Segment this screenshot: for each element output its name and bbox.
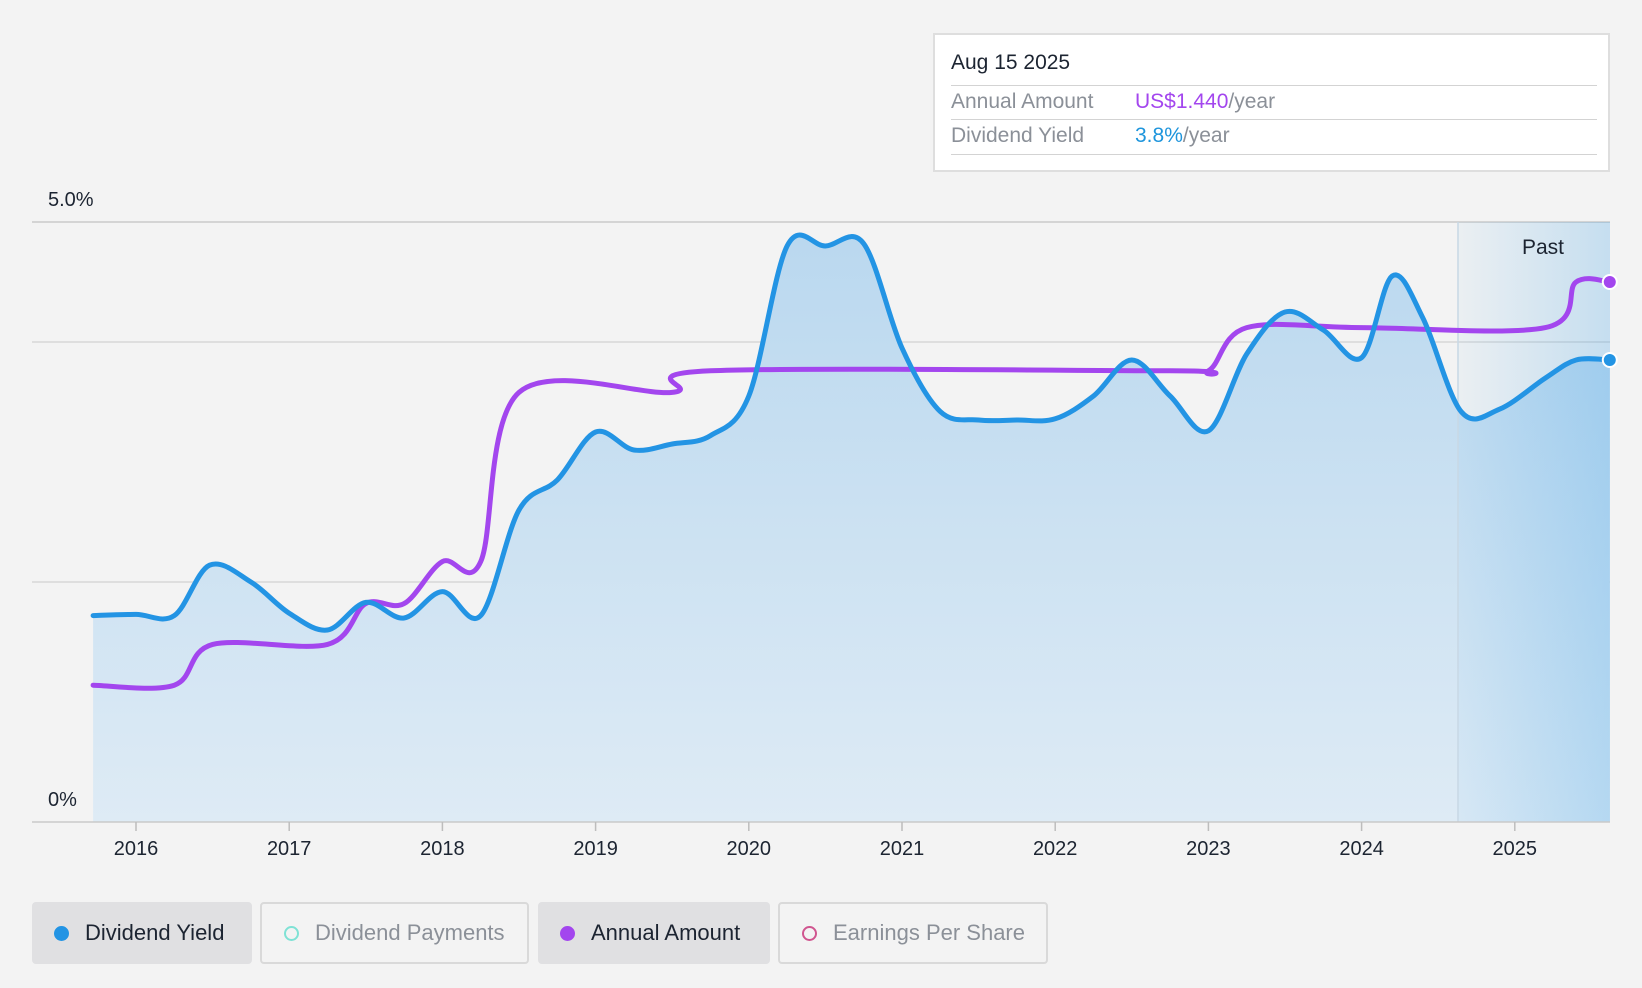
tooltip-row-dividend-yield: Dividend Yield 3.8%/year xyxy=(951,119,1597,155)
x-tick-label: 2025 xyxy=(1493,838,1538,860)
tooltip: Aug 15 2025 Annual Amount US$1.440/year … xyxy=(933,33,1610,172)
tooltip-label: Annual Amount xyxy=(951,90,1094,113)
tooltip-value-wrap: US$1.440/year xyxy=(1135,90,1275,114)
tooltip-row-annual-amount: Annual Amount US$1.440/year xyxy=(951,85,1597,120)
y-tick-label-top: 5.0% xyxy=(48,189,94,211)
x-tick-label: 2021 xyxy=(880,838,925,860)
x-tick-label: 2019 xyxy=(573,838,618,860)
legend-button-earnings-per-share[interactable]: Earnings Per Share xyxy=(778,902,1048,964)
x-tick-label: 2024 xyxy=(1339,838,1384,860)
dividend-yield-endpoint xyxy=(1601,352,1618,368)
legend-label: Dividend Yield xyxy=(85,920,225,945)
dividend-yield-dot-icon xyxy=(54,925,69,941)
tooltip-value: US$1.440 xyxy=(1135,90,1229,113)
legend-button-dividend-yield[interactable]: Dividend Yield xyxy=(32,902,252,964)
tooltip-unit: /year xyxy=(1182,124,1230,147)
legend-button-dividend-payments[interactable]: Dividend Payments xyxy=(260,902,529,964)
legend-label: Dividend Payments xyxy=(315,920,505,945)
dividend-payments-ring-icon xyxy=(284,925,299,941)
dividend-yield-line xyxy=(90,232,1613,633)
earnings-per-share-ring-icon xyxy=(802,925,817,941)
annual-amount-line xyxy=(90,276,1613,691)
legend-label: Earnings Per Share xyxy=(833,920,1025,945)
x-tick-label: 2017 xyxy=(267,838,312,860)
tooltip-label: Dividend Yield xyxy=(951,124,1085,147)
tooltip-unit: /year xyxy=(1228,90,1276,113)
past-label: Past xyxy=(1522,236,1564,259)
dividend-yield-area xyxy=(93,234,1610,823)
annual-amount-dot-icon xyxy=(560,925,575,941)
tooltip-value-wrap: 3.8%/year xyxy=(1135,124,1230,148)
annual-amount-endpoint xyxy=(1601,274,1618,290)
tooltip-value: 3.8% xyxy=(1135,124,1183,147)
x-tick-label: 2018 xyxy=(420,838,465,860)
x-tick-label: 2016 xyxy=(114,838,159,860)
x-tick-label: 2023 xyxy=(1186,838,1231,860)
legend-label: Annual Amount xyxy=(591,920,741,945)
tooltip-date: Aug 15 2025 xyxy=(951,51,1071,74)
legend-button-annual-amount[interactable]: Annual Amount xyxy=(538,902,770,964)
past-shade xyxy=(1458,222,1610,822)
x-tick-label: 2020 xyxy=(727,838,772,860)
x-tick-label: 2022 xyxy=(1033,838,1078,860)
y-tick-label-bottom: 0% xyxy=(48,789,77,811)
